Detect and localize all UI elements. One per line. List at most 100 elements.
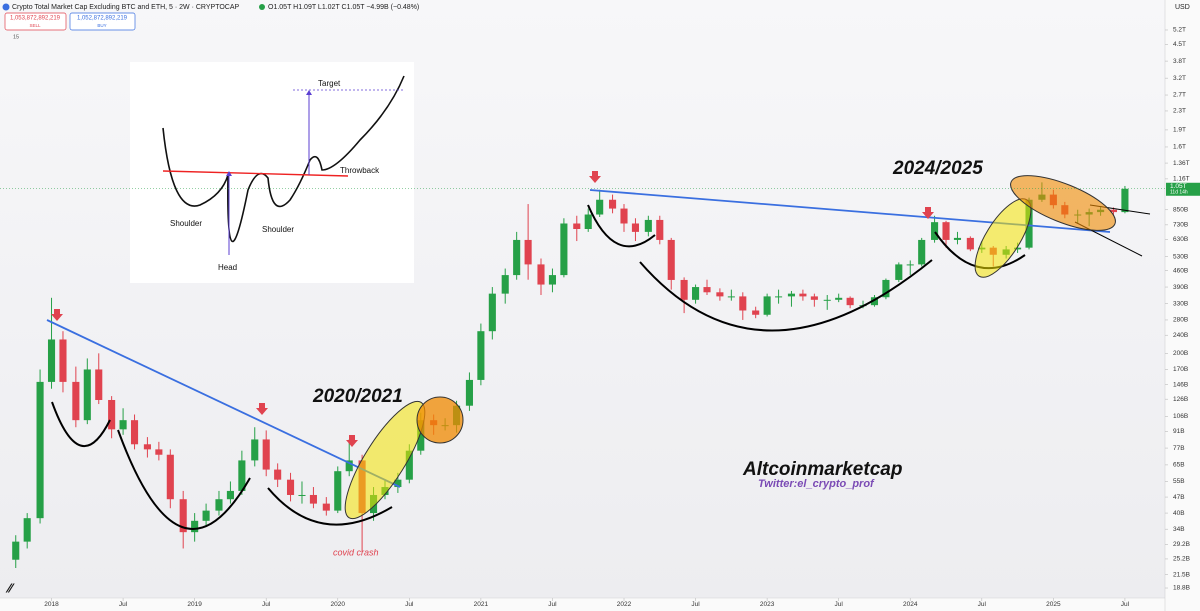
candle-body <box>810 296 818 300</box>
candle-body <box>656 219 664 240</box>
ohlc: O1.05T H1.09T L1.02T C1.05T −4.99B (−0.4… <box>268 4 419 11</box>
annotation: Twitter:el_crypto_prof <box>758 478 875 490</box>
candle-body <box>334 471 342 511</box>
x-tick-label: Jul <box>548 601 557 608</box>
candle-body <box>953 237 962 240</box>
candle-body <box>644 219 652 232</box>
highlight <box>1010 175 1116 231</box>
currency[interactable]: USD <box>1175 4 1190 11</box>
x-tick-label: 2023 <box>760 601 775 608</box>
candle-body <box>906 264 914 266</box>
candle-body <box>23 518 31 542</box>
arrow <box>346 435 358 447</box>
y-tick-label: 126B <box>1173 396 1188 403</box>
candle-body <box>823 299 831 301</box>
arrow <box>51 309 63 321</box>
x-tick-label: Jul <box>978 601 987 608</box>
candle-body <box>298 494 306 496</box>
y-tick-label: 4.5T <box>1173 41 1186 48</box>
y-tick-label: 25.2B <box>1173 556 1190 563</box>
inset-label: Head <box>218 263 237 272</box>
candle-body <box>166 454 174 500</box>
arc <box>587 204 656 248</box>
inset-label: Shoulder <box>170 219 202 228</box>
y-tick-label: 730B <box>1173 222 1188 229</box>
y-tick-label: 65B <box>1173 462 1185 469</box>
candle-body <box>143 444 151 450</box>
last-price-label: 1.05T <box>1170 183 1187 190</box>
x-tick-label: Jul <box>1121 601 1130 608</box>
x-tick-label: 2022 <box>617 601 632 608</box>
y-tick-label: 1.16T <box>1173 176 1190 183</box>
candle-body <box>931 222 939 240</box>
status-icon <box>259 4 265 10</box>
arc <box>51 401 111 448</box>
y-tick-label: 390B <box>1173 284 1188 291</box>
y-tick-label: 2.3T <box>1173 108 1186 115</box>
sell-price[interactable]: 1,053,872,892,219 <box>10 16 61 22</box>
candle-body <box>966 237 974 250</box>
x-tick-label: Jul <box>691 601 700 608</box>
candle-body <box>274 469 282 480</box>
sell-label[interactable]: SELL <box>29 23 41 28</box>
y-tick-label: 530B <box>1173 253 1188 260</box>
y-tick-label: 1.9T <box>1173 127 1186 134</box>
candle-body <box>12 541 20 560</box>
candle-body <box>262 439 270 470</box>
sell-button[interactable] <box>4 12 67 31</box>
annotation: 2020/2021 <box>312 386 403 407</box>
x-tick-label: 2018 <box>44 601 59 608</box>
candle-body <box>130 420 139 445</box>
candle-body <box>477 331 485 380</box>
x-tick-label: 2025 <box>1046 601 1061 608</box>
candle-body <box>155 449 163 455</box>
y-tick-label: 170B <box>1173 366 1188 373</box>
candle-body <box>179 499 187 533</box>
logo: ⁄⁄ <box>5 580 15 595</box>
candle-body <box>835 297 843 300</box>
y-tick-label: 40B <box>1173 510 1185 517</box>
buy-price[interactable]: 1,052,872,892,219 <box>77 16 128 22</box>
trend-line <box>46 319 401 488</box>
candle-body <box>394 479 402 488</box>
price-axis <box>1165 0 1200 611</box>
x-tick-label: 2021 <box>474 601 489 608</box>
candle-body <box>609 199 617 209</box>
candle-body <box>846 297 854 306</box>
last-price-tag <box>1166 182 1200 196</box>
buy-label[interactable]: BUY <box>97 23 106 28</box>
candle-body <box>119 420 127 430</box>
arc <box>117 429 251 530</box>
candle-body <box>191 520 199 533</box>
candle-body <box>560 223 568 276</box>
y-tick-label: 2.7T <box>1173 92 1186 99</box>
candle-body <box>596 199 604 215</box>
candle-body <box>692 287 700 300</box>
y-tick-label: 146B <box>1173 381 1188 388</box>
candle-body <box>799 293 807 297</box>
neckline <box>162 170 349 177</box>
y-tick-label: 1.6T <box>1173 144 1186 151</box>
y-tick-label: 330B <box>1173 300 1188 307</box>
candle-body <box>752 310 760 315</box>
candle-body <box>286 479 295 495</box>
candle-body <box>537 264 545 285</box>
buy-button[interactable] <box>69 12 136 31</box>
y-tick-label: 34B <box>1173 526 1185 533</box>
candle-body <box>524 239 532 265</box>
candle-body <box>108 399 116 430</box>
x-tick-label: Jul <box>262 601 271 608</box>
header: Crypto Total Market Cap Excluding BTC an… <box>2 3 1190 595</box>
inset-label: Shoulder <box>262 225 294 234</box>
candle-body <box>47 339 56 382</box>
arrow <box>256 403 268 415</box>
candle-body <box>72 381 80 421</box>
candle-body <box>417 420 425 451</box>
candle-body <box>36 381 44 519</box>
inset: Target Throwback Shoulder Head Shoulder <box>130 62 414 283</box>
y-tick-label: 3.8T <box>1173 58 1186 65</box>
candle-body <box>59 339 67 382</box>
candle-body <box>215 499 223 511</box>
volume-label: 15 <box>13 34 19 40</box>
candle-body <box>584 214 592 230</box>
